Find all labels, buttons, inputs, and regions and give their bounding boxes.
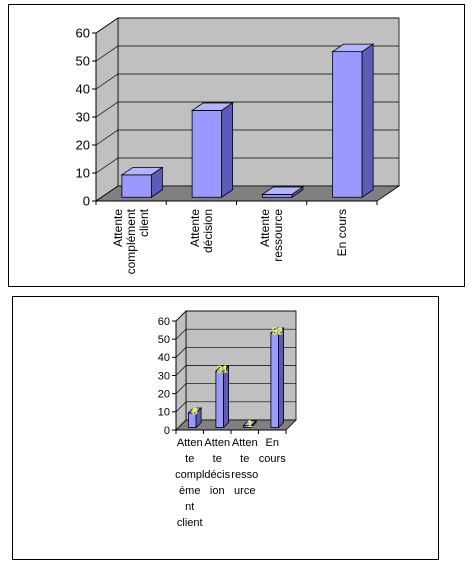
bar [242,419,258,429]
bar [187,407,203,429]
bar-side [195,407,202,429]
bar-side [278,327,285,429]
x-category-label: En cours [335,209,349,256]
bar-side [223,365,230,429]
x-category-label-line: Atten [177,437,203,449]
gridline [95,73,399,90]
bar [331,43,375,199]
data-label: 52 [272,327,284,338]
gridline [175,365,296,376]
y-tick-label: 10 [158,407,170,419]
x-category-label-line: décis [204,469,230,481]
x-category-label-line: Attente [258,209,272,247]
y-tick-label: 40 [158,352,170,364]
y-tick-label: 30 [158,370,170,382]
bar-front [191,110,223,198]
x-category-label-line: En cours [335,209,349,256]
bar [190,102,234,199]
x-category-label-line: client [177,517,203,529]
data-label: 8 [192,406,198,417]
bar-side [361,43,374,199]
x-category-label-line: éme [179,485,200,497]
bar [214,365,230,429]
data-label: 31 [217,365,229,376]
x-category-label-line: resso [231,469,258,481]
bar [120,166,164,199]
bar-side [221,102,234,199]
gridline [95,157,399,174]
bar [269,327,285,429]
x-category-label-line: Attente [188,209,202,247]
x-category-label-line: complément [124,208,138,274]
gridline [175,346,296,358]
y-tick-label: 50 [76,54,90,69]
y-tick-label: 20 [76,138,90,153]
x-category-label-line: cours [259,453,286,465]
bar-side [150,166,163,199]
x-category-label-line: urce [234,485,255,497]
bar [261,186,305,199]
x-category-label-line: En [266,437,279,449]
gridline [95,101,399,118]
gridline [175,328,296,340]
x-category-label-line: ion [210,485,225,497]
x-category-label: Attentedécision [188,209,215,253]
chart-1-frame: 0 10 20 30 40 50 60 Attentecomplémentclient Atte… [8,4,465,287]
x-category-label-line: Attente [111,209,125,247]
gridline [175,310,296,322]
gridline [95,17,399,34]
data-label: 1 [247,419,253,430]
x-category-label: Atten te resso urce [231,437,258,497]
x-category-label-line: te [213,453,222,465]
x-category-label: En cours [259,437,286,465]
x-category-label-line: compl [175,469,204,481]
bar-front [215,370,224,428]
x-category-label: Attenteressource [258,209,285,262]
x-category-label-line: Atten [232,437,258,449]
x-category-label-line: te [240,453,249,465]
x-category-label-line: Atten [204,437,230,449]
gridline [175,401,296,413]
y-tick-label: 60 [76,26,90,41]
x-category-label-line: te [185,453,194,465]
x-category-label: Attentecomplémentclient [111,208,151,274]
bar-front [261,194,293,198]
bar-side [250,419,257,429]
y-tick-label: 20 [158,389,170,401]
bar-front [332,51,363,198]
gridline [95,45,399,62]
y-tick-label: 40 [76,82,90,97]
chart-2-frame: 0 10 20 30 40 50 60 8 31 1 52 Atten te compl éme nt clie… [12,296,439,560]
y-tick-label: 10 [76,166,90,181]
bar-side [291,186,304,199]
x-category-label: Atten te décis ion [204,437,230,497]
x-category-label-line: ressource [271,209,285,262]
x-category-label-line: nt [185,501,194,513]
y-tick-label: 60 [158,316,170,328]
y-tick-label: 0 [83,194,90,209]
x-category-label: Atten te compl éme nt client [175,437,204,529]
bar-front [270,332,279,428]
x-category-label-line: client [137,208,151,237]
x-category-label-line: décision [201,209,215,253]
y-tick-label: 50 [158,334,170,346]
gridline [175,383,296,394]
y-tick-label: 0 [164,425,170,437]
y-tick-label: 30 [76,110,90,125]
gridline [95,129,399,146]
bar-front [121,174,152,198]
